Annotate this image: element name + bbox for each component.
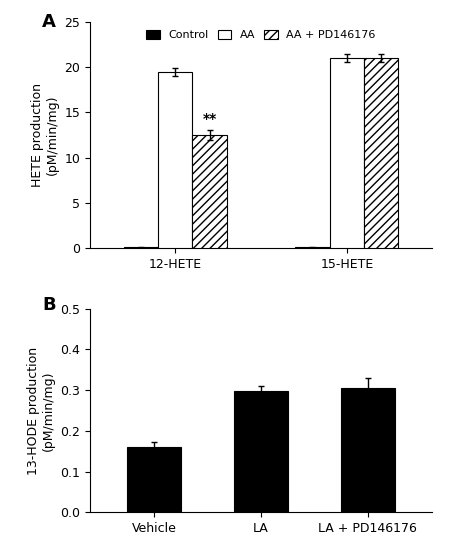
Y-axis label: 13-HODE production
(pM/min/mg): 13-HODE production (pM/min/mg): [27, 347, 55, 474]
Bar: [330, 58, 364, 248]
Bar: [127, 447, 181, 512]
Legend: Control, AA, AA + PD146176: Control, AA, AA + PD146176: [144, 28, 378, 42]
Bar: [234, 391, 288, 512]
Bar: [192, 135, 227, 248]
Text: **: **: [202, 112, 216, 126]
Y-axis label: HETE production
(pM/min/mg): HETE production (pM/min/mg): [31, 83, 59, 187]
Bar: [341, 388, 395, 512]
Text: A: A: [42, 13, 56, 31]
Text: B: B: [42, 296, 56, 314]
Bar: [158, 72, 192, 248]
Bar: [364, 58, 398, 248]
